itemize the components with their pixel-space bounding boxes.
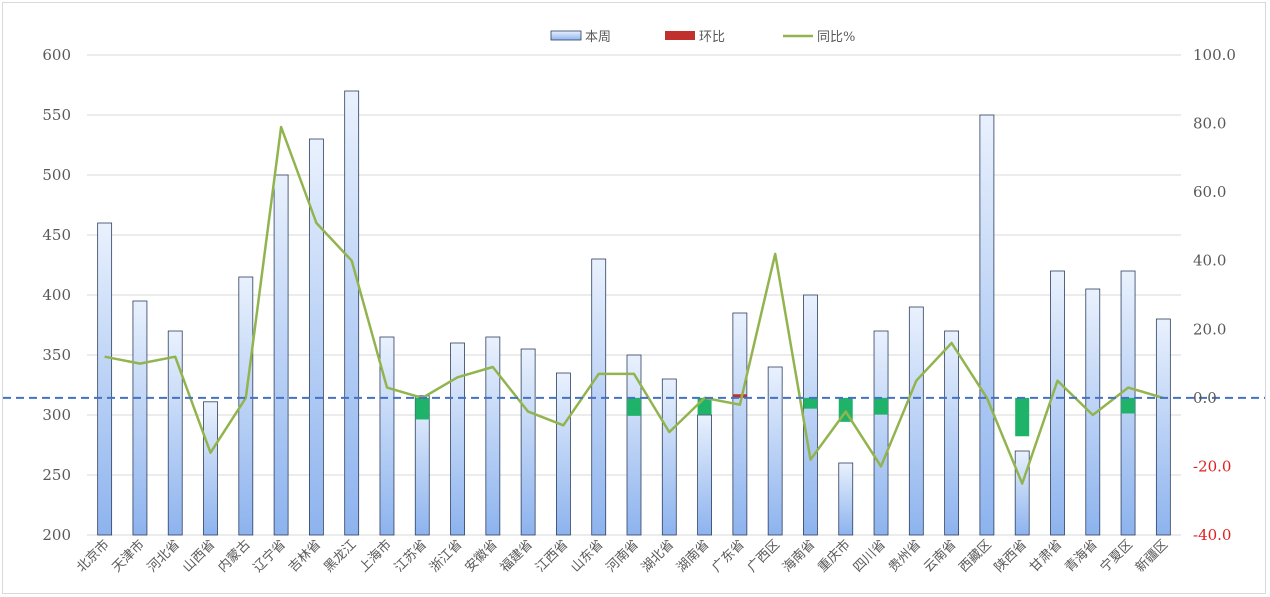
bar-上海市 (379, 336, 395, 536)
x-tick-辽宁省: 辽宁省 (250, 537, 289, 576)
x-tick-福建省: 福建省 (498, 537, 536, 575)
bar-安徽省 (485, 336, 501, 536)
x-tick-安徽省: 安徽省 (462, 537, 500, 575)
bar-重庆市 (838, 462, 854, 536)
x-tick-上海市: 上海市 (356, 537, 395, 576)
gridlines (87, 54, 1181, 536)
change-bar-四川省 (874, 397, 889, 415)
x-tick-陕西省: 陕西省 (992, 537, 1030, 575)
bar-海南省 (803, 294, 818, 536)
x-tick-山西省: 山西省 (180, 537, 218, 575)
y-left-tick: 400 (42, 286, 71, 304)
x-tick-青海省: 青海省 (1062, 537, 1100, 575)
x-tick-内蒙古: 内蒙古 (215, 537, 254, 576)
x-tick-四川省: 四川省 (851, 537, 889, 575)
legend-swatch-bar (550, 30, 582, 41)
y-right-tick: 20.0 (1193, 320, 1226, 338)
y-left-tick: 600 (42, 46, 71, 64)
y-right-tick: 40.0 (1193, 252, 1226, 270)
bar-辽宁省 (273, 174, 289, 536)
bar-河北省 (167, 330, 183, 536)
x-tick-广西区: 广西区 (745, 537, 783, 575)
x-tick-西藏区: 西藏区 (957, 537, 995, 575)
change-bar-海南省 (803, 397, 818, 409)
x-tick-河北省: 河北省 (145, 537, 183, 575)
bar-北京市 (97, 222, 113, 536)
x-tick-湖南省: 湖南省 (674, 537, 713, 576)
bar-贵州省 (908, 306, 924, 536)
legend-label: 环比 (699, 30, 725, 45)
y-left-tick: 500 (42, 166, 71, 184)
legend-label: 本周 (585, 30, 611, 45)
y-left-tick: 300 (42, 406, 71, 424)
bars-week-over-week (415, 394, 1136, 437)
x-tick-江苏省: 江苏省 (391, 537, 430, 576)
bar-江西省 (556, 372, 571, 536)
legend-swatch-change (665, 31, 695, 40)
bar-吉林省 (308, 138, 324, 536)
bar-陕西省 (1014, 450, 1030, 536)
x-tick-浙江省: 浙江省 (427, 537, 465, 575)
y-right-tick: 100.0 (1193, 46, 1236, 64)
bar-甘肃省 (1050, 270, 1065, 536)
bar-黑龙江 (344, 90, 360, 536)
x-tick-河南省: 河南省 (603, 537, 642, 576)
bar-广西区 (767, 366, 783, 536)
y-left-tick: 350 (42, 346, 71, 364)
change-bar-湖南省 (697, 397, 712, 415)
x-tick-宁夏区: 宁夏区 (1097, 537, 1136, 576)
legend-label: 同比% (817, 30, 855, 45)
x-tick-北京市: 北京市 (74, 537, 113, 576)
bar-天津市 (132, 300, 148, 536)
x-tick-江西省: 江西省 (533, 537, 571, 575)
bar-云南省 (944, 330, 960, 536)
bar-内蒙古 (238, 276, 254, 536)
y-left-tick: 200 (42, 526, 71, 544)
bar-山西省 (203, 401, 218, 536)
x-tick-新疆区: 新疆区 (1132, 537, 1171, 576)
bar-福建省 (520, 348, 536, 536)
change-bar-宁夏区 (1121, 397, 1136, 414)
change-bar-广东省 (732, 394, 747, 398)
bar-广东省 (732, 312, 748, 536)
bar-西藏区 (979, 114, 995, 536)
change-bar-江苏省 (415, 397, 430, 420)
x-tick-吉林省: 吉林省 (286, 537, 324, 575)
x-tick-广东省: 广东省 (710, 537, 748, 575)
legend: 本周 环比 同比% (550, 30, 855, 45)
y-right-tick: 60.0 (1193, 183, 1226, 201)
bar-新疆区 (1155, 318, 1171, 536)
y-right-tick: -40.0 (1193, 526, 1231, 544)
x-tick-重庆市: 重庆市 (815, 537, 854, 576)
y-left-tick: 550 (42, 106, 71, 124)
combo-chart: 600 550 500 450 400 350 300 250 200 100.0 80.0 60.0… (3, 30, 1265, 576)
change-bar-河南省 (627, 397, 641, 416)
x-tick-贵州省: 贵州省 (886, 537, 924, 575)
x-tick-黑龙江: 黑龙江 (321, 537, 359, 575)
bar-四川省 (873, 330, 889, 536)
y-right-tick: -20.0 (1193, 457, 1231, 475)
bars-this-week (97, 90, 1171, 536)
line-year-over-year (104, 125, 1164, 485)
bar-湖南省 (697, 414, 712, 536)
change-bar-陕西省 (1015, 397, 1030, 437)
bar-江苏省 (414, 395, 430, 536)
x-tick-湖北省: 湖北省 (639, 537, 677, 575)
x-tick-天津市: 天津市 (109, 537, 148, 576)
x-tick-山东省: 山东省 (568, 537, 606, 575)
y-right-tick: 80.0 (1193, 115, 1226, 133)
x-tick-云南省: 云南省 (921, 537, 960, 576)
y-left-tick: 450 (42, 226, 71, 244)
bar-青海省 (1085, 288, 1101, 536)
y-left-tick: 250 (42, 466, 71, 484)
bar-湖北省 (661, 378, 677, 536)
y-right-tick: 0.0 (1193, 389, 1217, 407)
x-tick-甘肃省: 甘肃省 (1027, 537, 1065, 575)
x-tick-海南省: 海南省 (779, 537, 818, 576)
bar-浙江省 (450, 342, 465, 536)
